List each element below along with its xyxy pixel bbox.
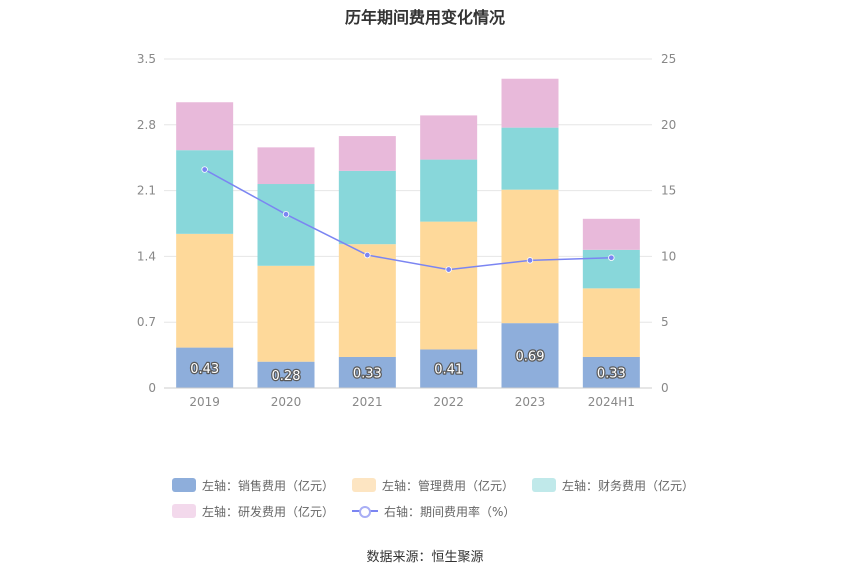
legend-swatch-admin (352, 478, 377, 492)
bar-segment (420, 115, 478, 160)
legend-item-expense-ratio[interactable]: 右轴：期间费用率（%） (352, 503, 515, 520)
bar-segment (501, 323, 559, 388)
expense-ratio-point (282, 211, 290, 218)
bar-segment (582, 218, 640, 250)
bar-segment (338, 170, 396, 245)
bar-data-label: 0.33 (353, 366, 382, 381)
x-tick-label: 2024H1 (588, 395, 635, 409)
legend-label-admin: 左轴：管理费用（亿元） (382, 478, 515, 493)
x-tick-label: 2021 (352, 395, 383, 409)
bar-data-label: 0.33 (597, 366, 626, 381)
bar-segment (501, 78, 559, 128)
y-right-tick-label: 10 (661, 249, 676, 263)
bar-segment (582, 288, 640, 357)
legend-label-finance: 左轴：财务费用（亿元） (562, 478, 695, 493)
bar-segment (176, 102, 234, 151)
bar-segment (501, 189, 559, 324)
bar-segment (176, 150, 234, 234)
bar-segment (257, 147, 315, 185)
bar-segment (420, 159, 478, 222)
x-tick-label: 2022 (433, 395, 464, 409)
bar-segment (420, 221, 478, 350)
bar-data-label: 0.43 (190, 362, 219, 377)
legend: 左轴：销售费用（亿元） 左轴：管理费用（亿元） 左轴：财务费用（亿元） 左轴：研… (172, 472, 732, 524)
chart-canvas: 0 0.7 1.4 2.1 2.8 3.5 0 5 10 15 20 25 2019 0.43 2020 0.… (137, 52, 676, 409)
expense-ratio-point (608, 254, 615, 261)
expense-ratio-point (445, 266, 452, 273)
y-left-tick-label: 1.4 (137, 249, 156, 263)
bar-segment (338, 136, 396, 171)
bar-segment (582, 356, 640, 388)
legend-swatch-finance (532, 478, 557, 492)
y-right-tick-label: 20 (661, 118, 676, 132)
y-left-tick-label: 2.1 (137, 184, 156, 198)
x-tick-label: 2023 (515, 395, 546, 409)
legend-label-rnd: 左轴：研发费用（亿元） (202, 504, 335, 519)
bar-segment (257, 265, 315, 362)
legend-label-expense-ratio: 右轴：期间费用率（%） (384, 504, 516, 519)
legend-swatch-rnd (172, 504, 196, 518)
legend-label-sales: 左轴：销售费用（亿元） (202, 478, 335, 493)
y-left-tick-label: 0 (148, 381, 156, 395)
bar-segment (257, 184, 315, 266)
x-tick-label: 2019 (189, 395, 220, 409)
legend-item-admin[interactable]: 左轴：管理费用（亿元） (352, 477, 514, 494)
data-source: 数据来源：恒生聚源 (366, 550, 484, 565)
bar-segment (176, 347, 234, 388)
y-left-tick-label: 0.7 (137, 315, 156, 329)
bar-data-label: 0.28 (272, 369, 301, 384)
expense-ratio-point (201, 166, 208, 173)
chart-title: 历年期间费用变化情况 (344, 8, 505, 27)
legend-line-marker-icon (352, 504, 379, 518)
legend-item-rnd[interactable]: 左轴：研发费用（亿元） (172, 503, 334, 520)
legend-item-finance[interactable]: 左轴：财务费用（亿元） (532, 477, 694, 494)
y-right-tick-label: 15 (661, 184, 676, 198)
bar-segment (420, 349, 478, 388)
bar-segment (257, 361, 315, 388)
y-right-tick-label: 25 (661, 52, 676, 66)
expense-ratio-point (526, 257, 534, 264)
bar-segment (176, 233, 234, 348)
y-right-tick-label: 5 (661, 315, 669, 329)
x-tick-label: 2020 (271, 395, 302, 409)
expense-ratio-line (204, 168, 612, 271)
legend-swatch-sales (172, 478, 196, 492)
bar-segment (338, 244, 396, 357)
bar-segment (501, 127, 559, 190)
y-left-tick-label: 3.5 (137, 52, 156, 66)
bar-data-label: 0.69 (516, 350, 545, 365)
y-right-tick-label: 0 (661, 381, 669, 395)
bar-segment (338, 356, 396, 388)
expense-ratio-point (364, 251, 371, 259)
bar-data-label: 0.41 (434, 363, 463, 378)
legend-item-sales[interactable]: 左轴：销售费用（亿元） (172, 477, 334, 494)
y-left-tick-label: 2.8 (137, 118, 156, 132)
